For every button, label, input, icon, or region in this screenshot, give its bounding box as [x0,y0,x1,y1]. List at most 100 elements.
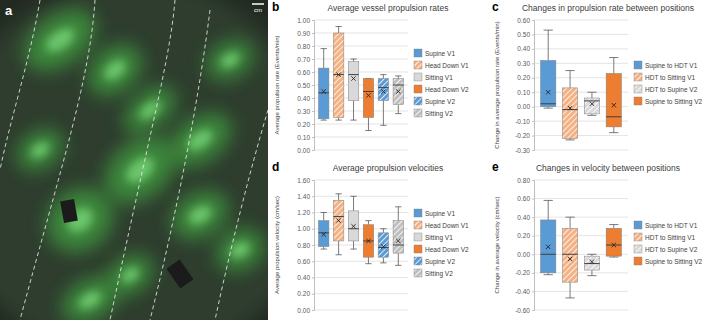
box [562,71,577,140]
plot-area [318,194,403,266]
whisker-lower [591,270,592,276]
box-body [333,33,343,118]
tick-mark [312,72,314,73]
whisker-upper [338,194,339,201]
tick-mark [532,254,534,255]
tick-label: 0.00 [517,103,530,110]
legend-swatch [634,233,642,241]
grid-line [534,310,628,311]
mean-marker [590,102,594,106]
tick: 0.70 [297,56,314,63]
box [606,225,621,257]
box-body [378,233,388,257]
mean-marker [568,257,572,261]
tick-label: 0.60 [517,195,530,202]
tick-label: 0.20 [297,121,310,128]
whisker-cap [380,228,386,229]
tick-mark [312,111,314,112]
tick: 0.80 [297,242,314,249]
tick-mark [532,291,534,292]
legend-label: Supine to Sitting V2 [645,258,702,266]
legend: Supine to HDT V1HDT to Sitting V1HDT to … [634,61,702,106]
tick: 0.20 [297,290,314,297]
grid-line [314,261,408,262]
whisker-cap [335,254,341,255]
box-body [562,228,577,282]
whisker-cap [335,193,341,194]
legend-label: Sitting V2 [425,110,453,118]
legend-label: Head Down V2 [425,246,469,253]
median [348,228,358,229]
scale-label: cm [254,7,262,13]
median [378,87,388,88]
legend: Supine to HDT V1HDT to Sitting V1HDT to … [634,221,702,266]
box-body [584,98,599,114]
legend-swatch [414,61,422,69]
grid-line [314,277,408,278]
tick: 0.60 [517,195,534,202]
fluorescence-core [118,264,142,286]
whisker-lower [368,118,369,131]
whisker-lower [353,241,354,249]
grid [534,180,628,310]
tick-mark [312,261,314,262]
box-body [393,221,403,254]
legend-swatch [414,209,422,217]
tick: 0.90 [297,30,314,37]
median [562,254,577,255]
tick-label: 0.30 [297,108,310,115]
tick-label: 0.80 [297,43,310,50]
box [363,221,373,264]
axis-line [312,181,315,311]
legend: Supine V1Head Down V1Sitting V1Head Down… [414,209,469,278]
tick-label: 0.00 [297,147,310,154]
tick-label: -0.30 [515,147,530,154]
legend-label: Head Down V1 [425,222,469,229]
legend-swatch [634,85,642,93]
box [318,213,328,250]
tick: -0.60 [515,307,534,314]
tick-mark [312,33,314,34]
tick: 0.30 [297,108,314,115]
grid [534,20,628,150]
fluorescence-core [137,97,163,122]
mean-marker [381,244,385,248]
box [348,59,358,120]
whisker-upper [323,213,324,221]
whisker-lower [398,253,399,265]
whisker-cap [565,139,574,140]
median [584,263,599,264]
grid-line [314,59,408,60]
whisker-cap [544,200,553,201]
tick-label: 0.10 [297,134,310,141]
tick-mark [312,137,314,138]
tick: -0.40 [515,288,534,295]
median [333,216,343,217]
tick: 0.10 [297,134,314,141]
tick-label: -0.10 [515,118,530,125]
tick-label: 0.00 [297,307,310,314]
mean-marker [396,89,400,93]
box-body [541,60,556,106]
whisker-cap [365,130,371,131]
tick-mark [312,124,314,125]
legend-label: Sitting V2 [425,270,453,278]
tick: -0.20 [515,269,534,276]
vessel-outline [0,0,40,170]
fluorescence-core [218,50,242,71]
whisker-upper [323,49,324,69]
box [606,58,621,133]
legend-swatch [634,257,642,265]
tick-mark [532,236,534,237]
tick: 0.30 [517,60,534,67]
whisker-cap [609,132,618,133]
whisker-cap [565,70,574,71]
whisker-cap [609,257,618,258]
box-body [318,68,328,119]
tick-label: 0.20 [517,74,530,81]
legend-label: Supine to Sitting V2 [645,98,702,106]
whisker-upper [613,58,614,74]
tick-mark [312,229,314,230]
whisker-cap [350,59,356,60]
whisker-upper [368,221,369,225]
